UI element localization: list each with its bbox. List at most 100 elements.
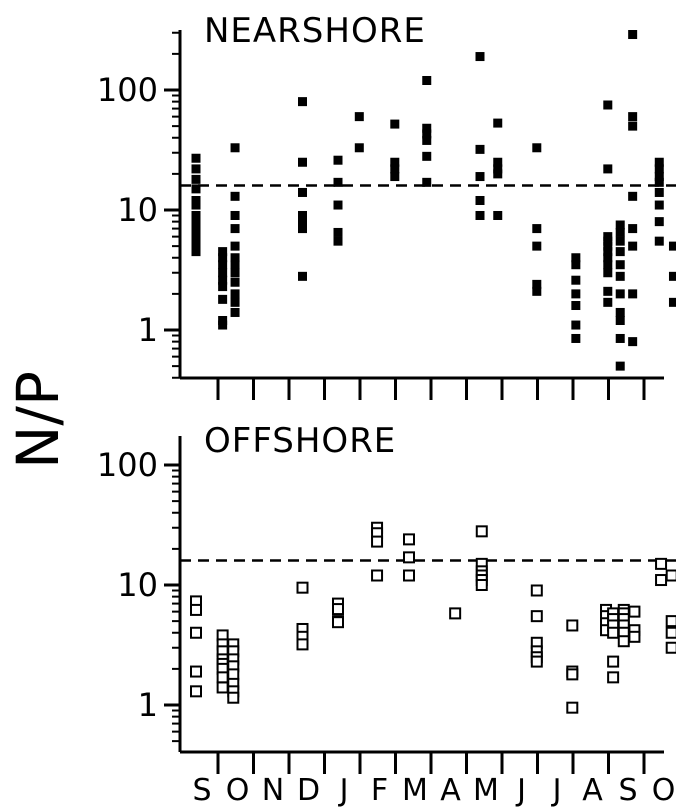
nearshore-data-point (615, 289, 625, 299)
nearshore-data-point (668, 271, 676, 281)
offshore-data-point (665, 615, 676, 628)
nearshore-data-point (628, 30, 638, 40)
nearshore-data-point (571, 253, 581, 263)
nearshore-data-point (218, 315, 228, 325)
nearshore-data-point (354, 112, 364, 122)
nearshore-data-point (230, 224, 240, 234)
offshore-data-point (190, 603, 202, 616)
month-label: A (440, 773, 461, 808)
nearshore-data-point (603, 286, 613, 296)
offshore-data-point (530, 655, 543, 668)
nearshore-data-point (191, 236, 201, 246)
offshore-y-tick-label: 100 (97, 446, 158, 484)
nearshore-data-point (571, 333, 581, 343)
nearshore-data-point (603, 232, 613, 242)
nearshore-data-point (298, 271, 307, 281)
nearshore-data-point (422, 135, 432, 145)
nearshore-data-point (333, 236, 343, 246)
nearshore-data-point (603, 260, 613, 270)
offshore-panel-title: OFFSHORE (204, 421, 396, 461)
month-label: D (297, 773, 320, 808)
nearshore-data-point (668, 241, 676, 251)
nearshore-data-point (218, 275, 228, 285)
nearshore-data-point (475, 172, 485, 182)
offshore-data-point (227, 691, 240, 704)
nearshore-data-point (628, 289, 638, 299)
offshore-data-point (332, 603, 344, 616)
nearshore-data-point (230, 297, 240, 307)
nearshore-data-point (475, 195, 485, 205)
nearshore-data-point (218, 294, 228, 304)
nearshore-data-point (422, 151, 432, 161)
nearshore-data-point (333, 200, 343, 210)
nearshore-data-point (493, 118, 503, 128)
offshore-data-point (190, 665, 202, 678)
nearshore-data-point (218, 247, 228, 257)
month-label: J (551, 773, 562, 808)
nearshore-data-point (230, 253, 240, 263)
nearshore-data-point (298, 97, 307, 107)
nearshore-data-point (191, 247, 201, 257)
offshore-data-point (617, 635, 630, 648)
offshore-y-tick-label: 10 (117, 566, 158, 604)
nearshore-data-point (218, 253, 228, 263)
offshore-data-point (296, 638, 309, 651)
y-axis-label: N/P (4, 371, 72, 469)
nearshore-data-point (628, 191, 638, 201)
nearshore-data-point (333, 227, 343, 237)
nearshore-data-point (532, 143, 542, 153)
nearshore-data-point (354, 143, 364, 153)
nearshore-data-point (390, 164, 400, 174)
month-label: S (618, 773, 637, 808)
offshore-data-point (628, 630, 641, 643)
offshore-data-point (216, 681, 229, 694)
nearshore-data-point (230, 307, 240, 317)
nearshore-data-point (654, 172, 664, 182)
nearshore-data-point (475, 210, 485, 220)
nearshore-data-point (230, 289, 240, 299)
month-label: M (402, 773, 428, 808)
offshore-data-point (566, 701, 579, 714)
nearshore-data-point (493, 169, 503, 179)
offshore-data-point (628, 605, 641, 618)
nearshore-data-point (654, 177, 664, 187)
offshore-y-tick-label: 1 (138, 686, 158, 724)
nearshore-data-point (298, 157, 307, 167)
nearshore-data-point (390, 119, 400, 129)
nearshore-data-point (615, 236, 625, 246)
nearshore-data-point (603, 236, 613, 246)
nearshore-data-point (628, 241, 638, 251)
nearshore-data-point (390, 172, 400, 182)
nearshore-data-point (230, 191, 240, 201)
nearshore-data-point (298, 224, 307, 234)
nearshore-data-point (230, 277, 240, 287)
nearshore-data-point (532, 279, 542, 289)
nearshore-data-point (191, 210, 201, 220)
nearshore-data-point (532, 286, 542, 296)
nearshore-data-point (493, 157, 503, 167)
offshore-data-point (449, 607, 462, 620)
nearshore-data-point (475, 52, 485, 62)
offshore-data-point (566, 619, 579, 632)
nearshore-data-point (615, 315, 625, 325)
nearshore-data-point (230, 210, 240, 220)
offshore-data-point (607, 671, 620, 684)
nearshore-data-point (191, 164, 201, 174)
nearshore-data-point (191, 241, 201, 251)
nearshore-data-point (571, 275, 581, 285)
month-label: J (515, 773, 526, 808)
month-label: O (652, 773, 676, 808)
nearshore-data-point (654, 187, 664, 197)
nearshore-data-point (615, 361, 625, 371)
nearshore-data-point (191, 174, 201, 184)
nearshore-data-point (191, 232, 201, 242)
nearshore-data-point (654, 236, 664, 246)
nearshore-data-point (218, 282, 228, 292)
nearshore-data-point (422, 129, 432, 139)
offshore-data-point (475, 579, 488, 591)
nearshore-y-tick-label: 100 (97, 71, 158, 109)
nearshore-data-point (654, 217, 664, 227)
offshore-data-point (296, 581, 309, 594)
nearshore-data-point (230, 241, 240, 251)
nearshore-data-point (615, 260, 625, 270)
